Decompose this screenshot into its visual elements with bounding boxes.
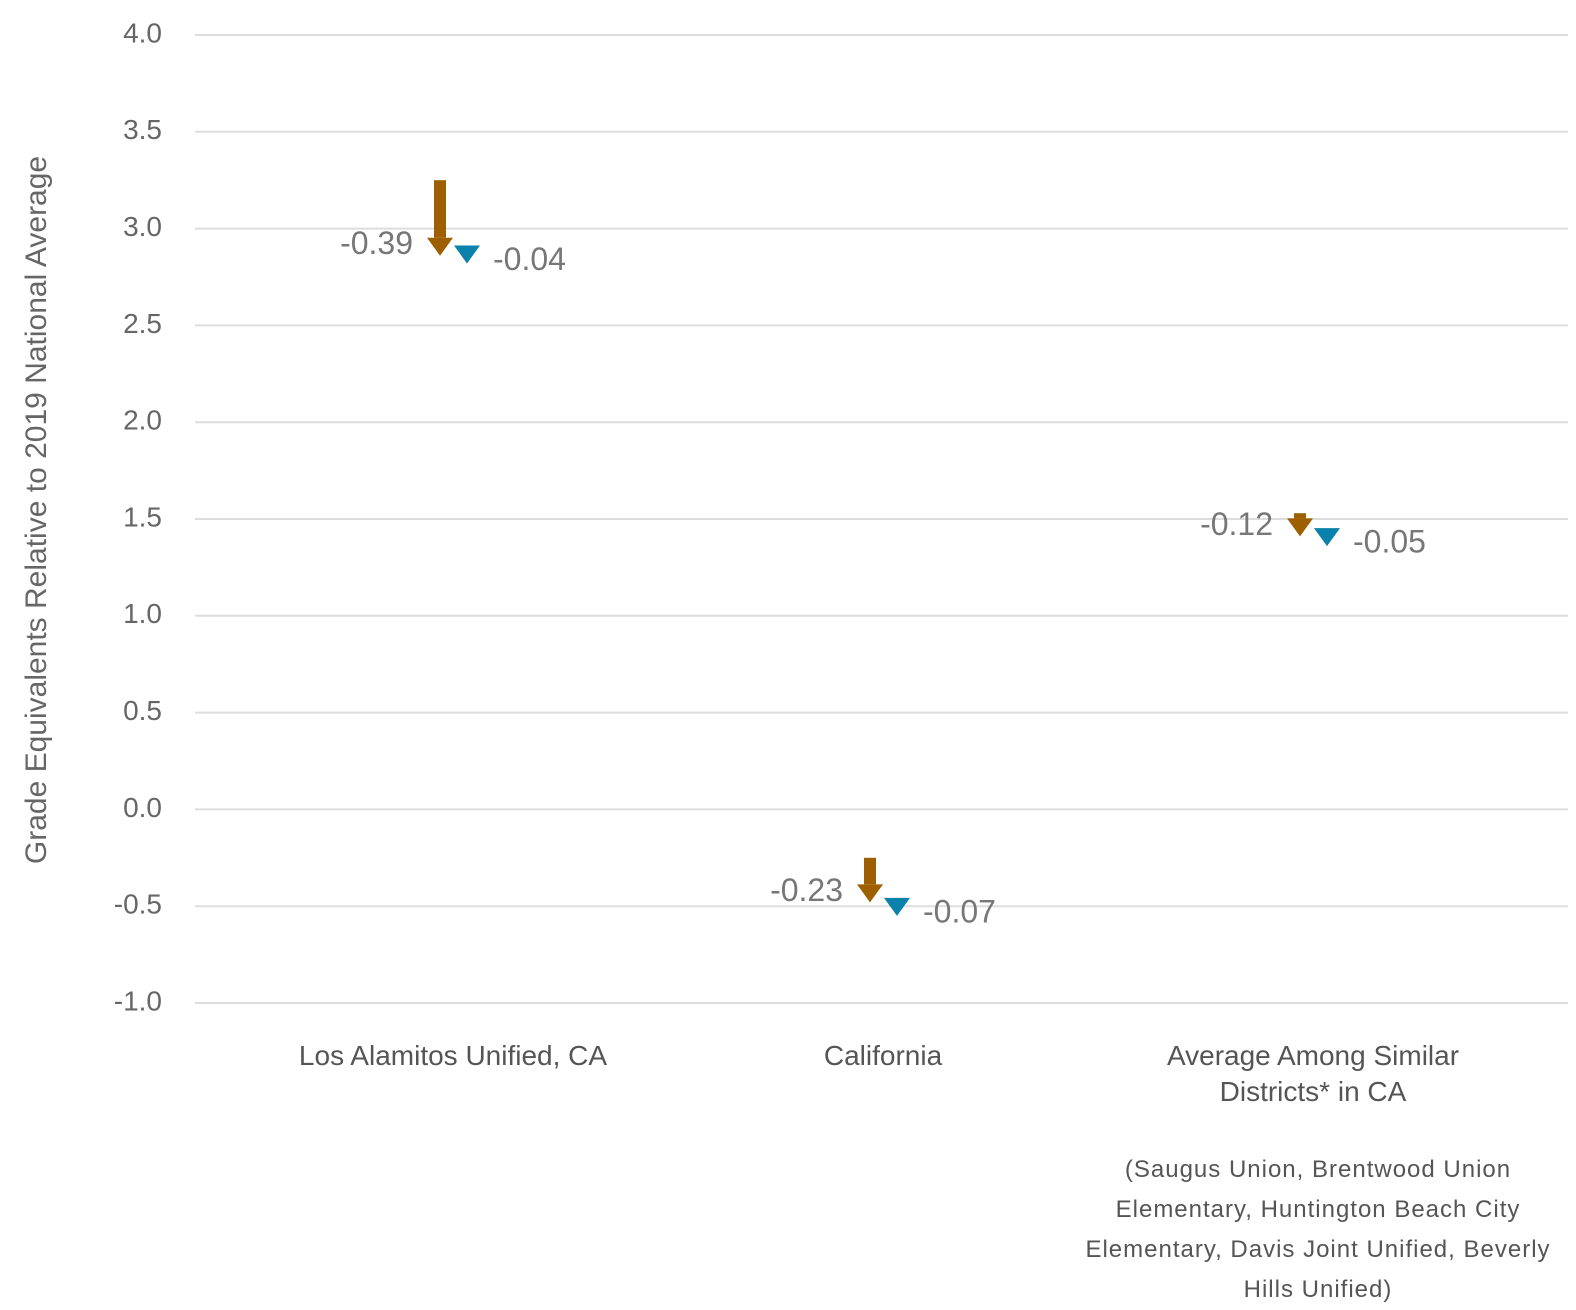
y-tick-label: 0.5	[123, 695, 162, 726]
y-tick-label: 1.5	[123, 501, 162, 532]
value-label: -0.23	[770, 872, 843, 908]
arrow	[427, 180, 453, 256]
arrow-shaft	[434, 180, 446, 238]
y-tick-label: 0.0	[123, 792, 162, 823]
x-tick-label: Los Alamitos Unified, CA	[298, 1040, 608, 1071]
value-label: -0.04	[493, 241, 566, 277]
value-label: -0.07	[923, 893, 996, 929]
x-tick-label: California	[823, 1040, 943, 1071]
arrow-head	[884, 897, 910, 916]
arrow-head	[454, 245, 480, 264]
arrow-head	[857, 884, 883, 903]
arrow-head	[1287, 518, 1313, 537]
arrow-shaft	[1294, 513, 1306, 519]
y-tick-label: 1.0	[123, 598, 162, 629]
y-tick-label: 2.0	[123, 405, 162, 436]
value-label: -0.12	[1200, 506, 1273, 542]
y-axis-title: Grade Equivalents Relative to 2019 Natio…	[20, 156, 53, 864]
y-tick-label: -1.0	[114, 985, 162, 1016]
y-tick-label: 3.5	[123, 114, 162, 145]
arrow	[1287, 513, 1313, 537]
y-tick-label: 2.5	[123, 308, 162, 339]
arrow	[1314, 528, 1340, 547]
footnote: (Saugus Union, Brentwood Union Elementar…	[1085, 1156, 1551, 1303]
arrow	[454, 245, 480, 264]
arrow	[857, 857, 883, 903]
y-tick-label: -0.5	[114, 889, 162, 920]
arrow-shaft	[864, 857, 876, 885]
y-tick-label: 3.0	[123, 211, 162, 242]
arrow	[884, 897, 910, 916]
value-label: -0.39	[340, 225, 413, 261]
arrow-head	[1314, 528, 1340, 547]
x-tick-label: Average Among Similar Districts* in CA	[1166, 1040, 1460, 1107]
y-tick-label: 4.0	[123, 17, 162, 48]
value-label: -0.05	[1353, 524, 1426, 560]
arrow-head	[427, 237, 453, 256]
